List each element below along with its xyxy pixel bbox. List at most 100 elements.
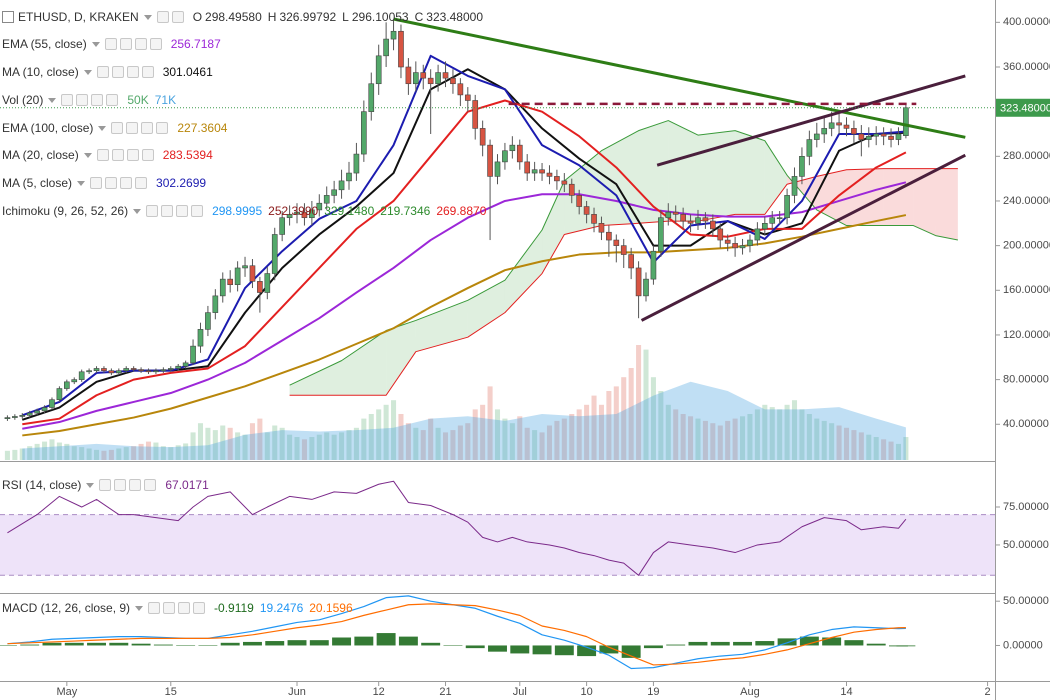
x-tick-label: 12 xyxy=(373,686,385,698)
candle-body xyxy=(309,209,315,219)
candle-body xyxy=(205,312,211,330)
macd-tick-label: 0.00000 xyxy=(1003,639,1043,651)
volume-bar xyxy=(316,434,322,460)
volume-bar xyxy=(650,377,656,460)
volume-bar xyxy=(116,448,122,460)
macd-histogram-bar xyxy=(733,641,753,646)
x-tick-label: 10 xyxy=(580,686,592,698)
candle-body xyxy=(724,239,731,244)
volume-bar xyxy=(457,425,463,460)
candle-body xyxy=(494,161,501,177)
candle-body xyxy=(546,172,553,177)
candle-body xyxy=(182,362,189,367)
candle-body xyxy=(903,107,909,136)
volume-bar xyxy=(658,391,664,460)
candle-body xyxy=(509,144,516,152)
macd-histogram-bar xyxy=(287,640,307,646)
candle-body xyxy=(167,368,174,370)
volume-bar xyxy=(754,409,760,460)
volume-bar xyxy=(301,439,307,460)
candle-body xyxy=(197,329,204,347)
macd-histogram-bar xyxy=(242,641,262,646)
x-tick-label: 15 xyxy=(165,686,177,698)
candle-body xyxy=(554,176,560,182)
cloud-segment xyxy=(601,130,639,226)
x-tick-label: 19 xyxy=(647,686,659,698)
macd-histogram-bar xyxy=(354,636,374,646)
volume-bar xyxy=(138,443,144,460)
volume-bar xyxy=(539,432,545,460)
volume-bar xyxy=(450,430,456,460)
volume-bar xyxy=(294,437,300,460)
candle-body xyxy=(175,365,182,369)
candle-body xyxy=(412,72,419,85)
volume-bar xyxy=(487,386,493,460)
candle-body xyxy=(761,223,768,230)
volume-bar xyxy=(561,418,567,460)
candle-body xyxy=(316,202,323,211)
volume-bar xyxy=(576,409,582,460)
candle-body xyxy=(294,211,300,215)
candle-body xyxy=(405,66,412,85)
price-label: 323.48000 xyxy=(1000,103,1050,115)
candle-body xyxy=(531,169,538,174)
volume-bar xyxy=(272,425,278,460)
volume-bar xyxy=(4,450,10,460)
volume-bar xyxy=(413,427,419,460)
candle-body xyxy=(93,368,100,371)
volume-bar xyxy=(747,414,753,460)
volume-bar xyxy=(509,423,515,460)
macd-histogram-bar xyxy=(0,645,17,646)
candle-body xyxy=(4,417,11,419)
volume-bar xyxy=(428,418,434,460)
volume-bar xyxy=(829,423,835,460)
volume-bar xyxy=(799,409,805,460)
candle-body xyxy=(108,370,115,374)
volume-bar xyxy=(710,423,716,460)
volume-bar xyxy=(153,442,159,460)
candle-body xyxy=(383,38,389,57)
candle-body xyxy=(880,133,887,137)
volume-bar xyxy=(175,445,181,460)
volume-bar xyxy=(740,416,746,460)
volume-bar xyxy=(168,447,174,460)
candle-body xyxy=(620,245,627,255)
cloud-segment xyxy=(564,150,602,235)
volume-bar xyxy=(79,447,85,460)
candle-body xyxy=(264,273,271,293)
candle-body xyxy=(420,72,427,79)
candle-body xyxy=(464,94,471,101)
rsi-tick-label: 50.00000 xyxy=(1003,539,1049,551)
volume-bar xyxy=(569,414,575,460)
candle-body xyxy=(702,217,709,222)
macd-histogram-bar xyxy=(777,638,797,646)
volume-bar xyxy=(791,400,798,460)
candle-body xyxy=(49,399,55,408)
candle-body xyxy=(123,368,130,371)
cloud-segment xyxy=(341,330,387,396)
macd-histogram-bar xyxy=(599,645,619,654)
volume-bar xyxy=(606,391,612,460)
ichimoku-span-a xyxy=(289,120,958,386)
candle-body xyxy=(442,72,449,79)
candle-body xyxy=(86,370,92,373)
candle-body xyxy=(286,214,293,219)
volume-bar xyxy=(257,418,263,460)
volume-bar xyxy=(502,418,508,460)
candle-body xyxy=(487,144,493,177)
cloud-segment xyxy=(289,360,342,396)
candle-body xyxy=(747,239,753,246)
candle-body xyxy=(34,410,40,414)
price-tick-label: 400.00000 xyxy=(1003,16,1050,28)
volume-bar xyxy=(628,368,634,460)
volume-bar xyxy=(309,437,315,460)
candle-body xyxy=(672,211,679,215)
macd-histogram-bar xyxy=(421,642,441,646)
volume-bar xyxy=(383,404,389,460)
candle-body xyxy=(212,295,219,313)
candle-body xyxy=(813,133,820,140)
signal-line xyxy=(7,603,906,666)
candle-body xyxy=(279,217,285,235)
